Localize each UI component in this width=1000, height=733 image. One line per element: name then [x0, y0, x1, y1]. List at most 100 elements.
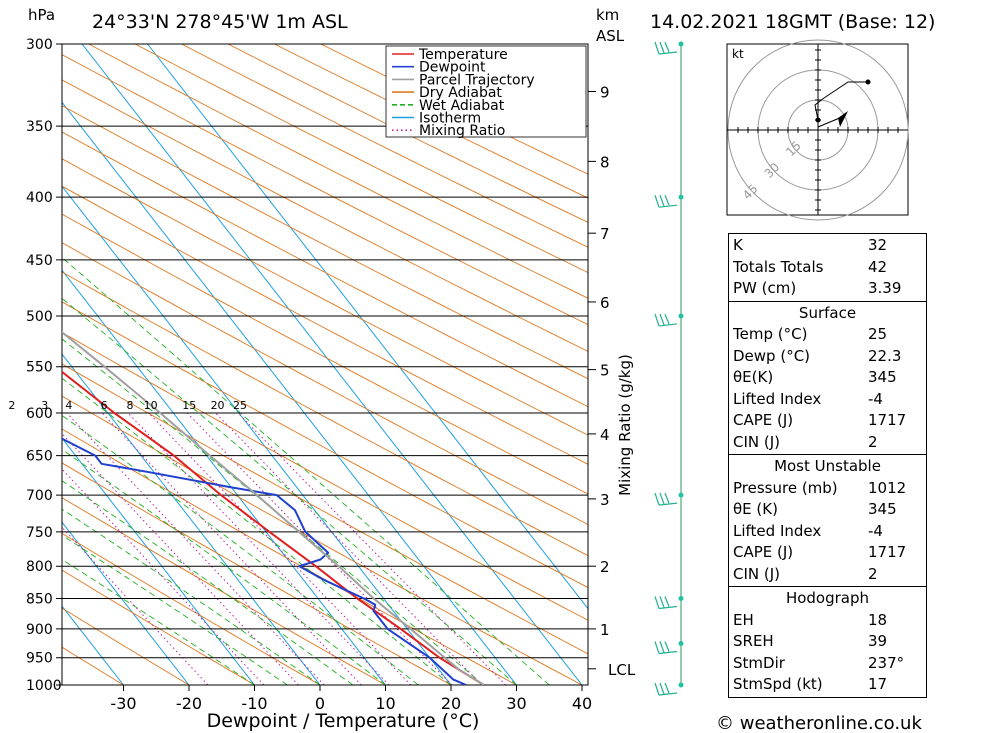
table-row: CAPE (J) 1717 — [729, 410, 926, 432]
pressure-tick-label: 300 — [26, 37, 53, 53]
table-row: Temp (°C) 25 — [729, 324, 926, 346]
x-tick-label: -20 — [176, 694, 202, 713]
pressure-tick-label: 600 — [26, 406, 53, 422]
row-label: CAPE (J) — [733, 543, 794, 561]
plot-frame — [61, 43, 589, 686]
pressure-tick-label: 800 — [26, 559, 53, 575]
wind-barb-icon — [654, 41, 678, 55]
row-value: 3.39 — [868, 279, 902, 297]
hodograph-top-point — [865, 79, 871, 85]
table-row: StmDir 237° — [729, 653, 926, 675]
wet-adiabat-line — [62, 338, 485, 685]
table-section: Most Unstable Pressure (mb) 1012 θE (K) 345 L… — [728, 454, 927, 587]
pressure-tick-label: 400 — [26, 190, 53, 206]
axis-labels: 12346810152025-30-20-1001020304012345678… — [8, 84, 635, 713]
hodograph-surface-point — [815, 117, 821, 123]
row-value: 345 — [868, 368, 897, 386]
row-label: CAPE (J) — [733, 411, 794, 429]
row-value: 1717 — [868, 411, 907, 429]
table-row: StmSpd (kt) 17 — [729, 674, 926, 696]
table-section: K 32 Totals Totals 42 PW (cm) 3.39 — [728, 233, 927, 302]
mixing-ratio-label: 4 — [65, 399, 72, 412]
wet-adiabat-line — [62, 449, 386, 685]
location-title: 24°33'N 278°45'W 1m ASL — [92, 11, 348, 33]
table-section: Hodograph EH 18 SREH 39 StmDir 237° StmSpd (kt)… — [728, 586, 927, 698]
isotherm-line — [62, 521, 190, 685]
isotherm-line — [147, 44, 588, 610]
legend-label: Mixing Ratio — [419, 123, 505, 139]
table-row: Lifted Index -4 — [729, 389, 926, 411]
x-tick-label: 40 — [572, 694, 592, 713]
row-label: Totals Totals — [733, 257, 824, 276]
wind-level-dot — [678, 492, 684, 498]
mixing-ratio-label: 2 — [8, 399, 15, 412]
table-row: EH 18 — [729, 610, 926, 632]
legend-label: Wet Adiabat — [419, 98, 505, 114]
wind-level-dot — [678, 313, 684, 319]
mixing-ratio-label: 3 — [41, 399, 48, 412]
hpa-unit-label: hPa — [28, 6, 55, 24]
row-label: StmDir — [733, 653, 785, 672]
table-row: Pressure (mb) 1012 — [729, 478, 926, 500]
legend-label: Isotherm — [419, 111, 481, 127]
wet-adiabat-line — [62, 558, 255, 685]
table-row: θE(K) 345 — [729, 367, 926, 389]
wind-level-dot — [678, 640, 684, 646]
table-row: CIN (J) 2 — [729, 432, 926, 454]
row-value: 1012 — [868, 478, 907, 497]
datetime-title: 14.02.2021 18GMT (Base: 12) — [650, 11, 935, 33]
km-tick-label: 4 — [600, 426, 610, 444]
x-tick-label: -30 — [110, 694, 136, 713]
hodograph-trace — [814, 81, 868, 121]
row-value: -4 — [868, 521, 883, 540]
km-tick-label: 8 — [600, 153, 610, 171]
row-value: 42 — [868, 257, 888, 276]
dry-adiabat-line — [62, 462, 452, 685]
hodograph-unit: kt — [732, 47, 744, 61]
km-tick-label: 2 — [600, 558, 610, 576]
pressure-tick-label: 500 — [26, 309, 53, 325]
indices-panel: K 32 Totals Totals 42 PW (cm) 3.39 Surface Temp… — [728, 233, 927, 698]
row-value: 39 — [868, 632, 888, 650]
table-row: CIN (J) 2 — [729, 564, 926, 586]
row-label: Dewp (°C) — [733, 346, 811, 365]
row-value: 237° — [868, 653, 905, 672]
pressure-gridlines: 300 350 400 450 500 550 600 650 700 750 800 850 900 9… — [26, 37, 589, 694]
wind-level-dot — [678, 682, 684, 688]
row-value: 2 — [868, 564, 878, 583]
row-value: 32 — [868, 236, 888, 254]
isotherm-line — [62, 353, 321, 685]
dry-adiabat-line — [227, 44, 588, 223]
section-title: Surface — [798, 303, 857, 322]
mixing-ratio-label: 6 — [101, 399, 108, 412]
row-value: 18 — [868, 610, 888, 629]
mixing-ratio-label: 8 — [127, 399, 134, 412]
legend-label: Dry Adiabat — [419, 85, 502, 101]
pressure-tick-label: 350 — [26, 119, 53, 135]
dry-adiabat-line — [62, 131, 588, 408]
section-title: Hodograph — [785, 589, 870, 607]
legend-label: Temperature — [418, 47, 508, 63]
wind-barb-icon — [654, 492, 678, 506]
km-tick-label: 1 — [600, 621, 610, 639]
isotherm-line — [62, 437, 255, 685]
table-row: PW (cm) 3.39 — [729, 278, 926, 300]
dry-adiabat-line — [62, 79, 588, 352]
row-value: 17 — [868, 675, 888, 693]
mixing-ratio-line — [237, 412, 507, 685]
table-section: Surface Temp (°C) 25 Dewp (°C) 22.3 θE(K) 345 L… — [728, 300, 927, 455]
row-value: 1717 — [868, 543, 907, 561]
pressure-tick-label: 450 — [26, 253, 53, 269]
storm-motion-arrow — [838, 111, 848, 127]
storm-motion-line — [817, 116, 843, 128]
dewpoint-line — [62, 437, 467, 685]
dry-adiabat-line — [62, 532, 321, 685]
pressure-tick-label: 850 — [26, 591, 53, 607]
row-label: CIN (J) — [733, 432, 781, 451]
wind-barb-icon — [654, 641, 678, 655]
isotherm-line — [62, 101, 517, 685]
parcel-trajectory-line — [62, 330, 485, 685]
dry-adiabat-line — [62, 395, 583, 685]
legend-label: Parcel Trajectory — [419, 72, 535, 88]
